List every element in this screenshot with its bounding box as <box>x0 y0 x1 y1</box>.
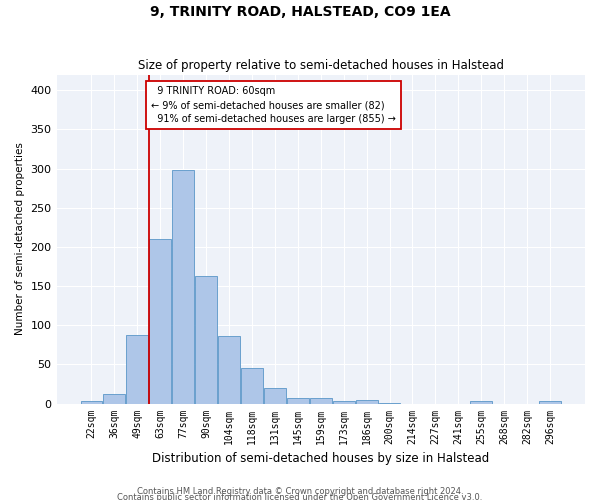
Bar <box>264 388 286 404</box>
Bar <box>149 239 171 404</box>
Text: Contains public sector information licensed under the Open Government Licence v3: Contains public sector information licen… <box>118 492 482 500</box>
Bar <box>287 398 309 404</box>
Bar <box>310 398 332 404</box>
Bar <box>195 276 217 404</box>
X-axis label: Distribution of semi-detached houses by size in Halstead: Distribution of semi-detached houses by … <box>152 452 490 465</box>
Title: Size of property relative to semi-detached houses in Halstead: Size of property relative to semi-detach… <box>138 59 504 72</box>
Bar <box>333 401 355 404</box>
Bar <box>356 400 377 404</box>
Bar <box>470 401 492 404</box>
Bar <box>379 403 400 404</box>
Text: 9 TRINITY ROAD: 60sqm
← 9% of semi-detached houses are smaller (82)
  91% of sem: 9 TRINITY ROAD: 60sqm ← 9% of semi-detac… <box>151 86 396 124</box>
Text: Contains HM Land Registry data © Crown copyright and database right 2024.: Contains HM Land Registry data © Crown c… <box>137 486 463 496</box>
Bar <box>172 170 194 404</box>
Bar <box>103 394 125 404</box>
Text: 9, TRINITY ROAD, HALSTEAD, CO9 1EA: 9, TRINITY ROAD, HALSTEAD, CO9 1EA <box>149 5 451 19</box>
Bar <box>218 336 240 404</box>
Bar <box>80 401 103 404</box>
Y-axis label: Number of semi-detached properties: Number of semi-detached properties <box>15 142 25 336</box>
Bar <box>241 368 263 404</box>
Bar <box>127 334 148 404</box>
Bar <box>539 401 561 404</box>
